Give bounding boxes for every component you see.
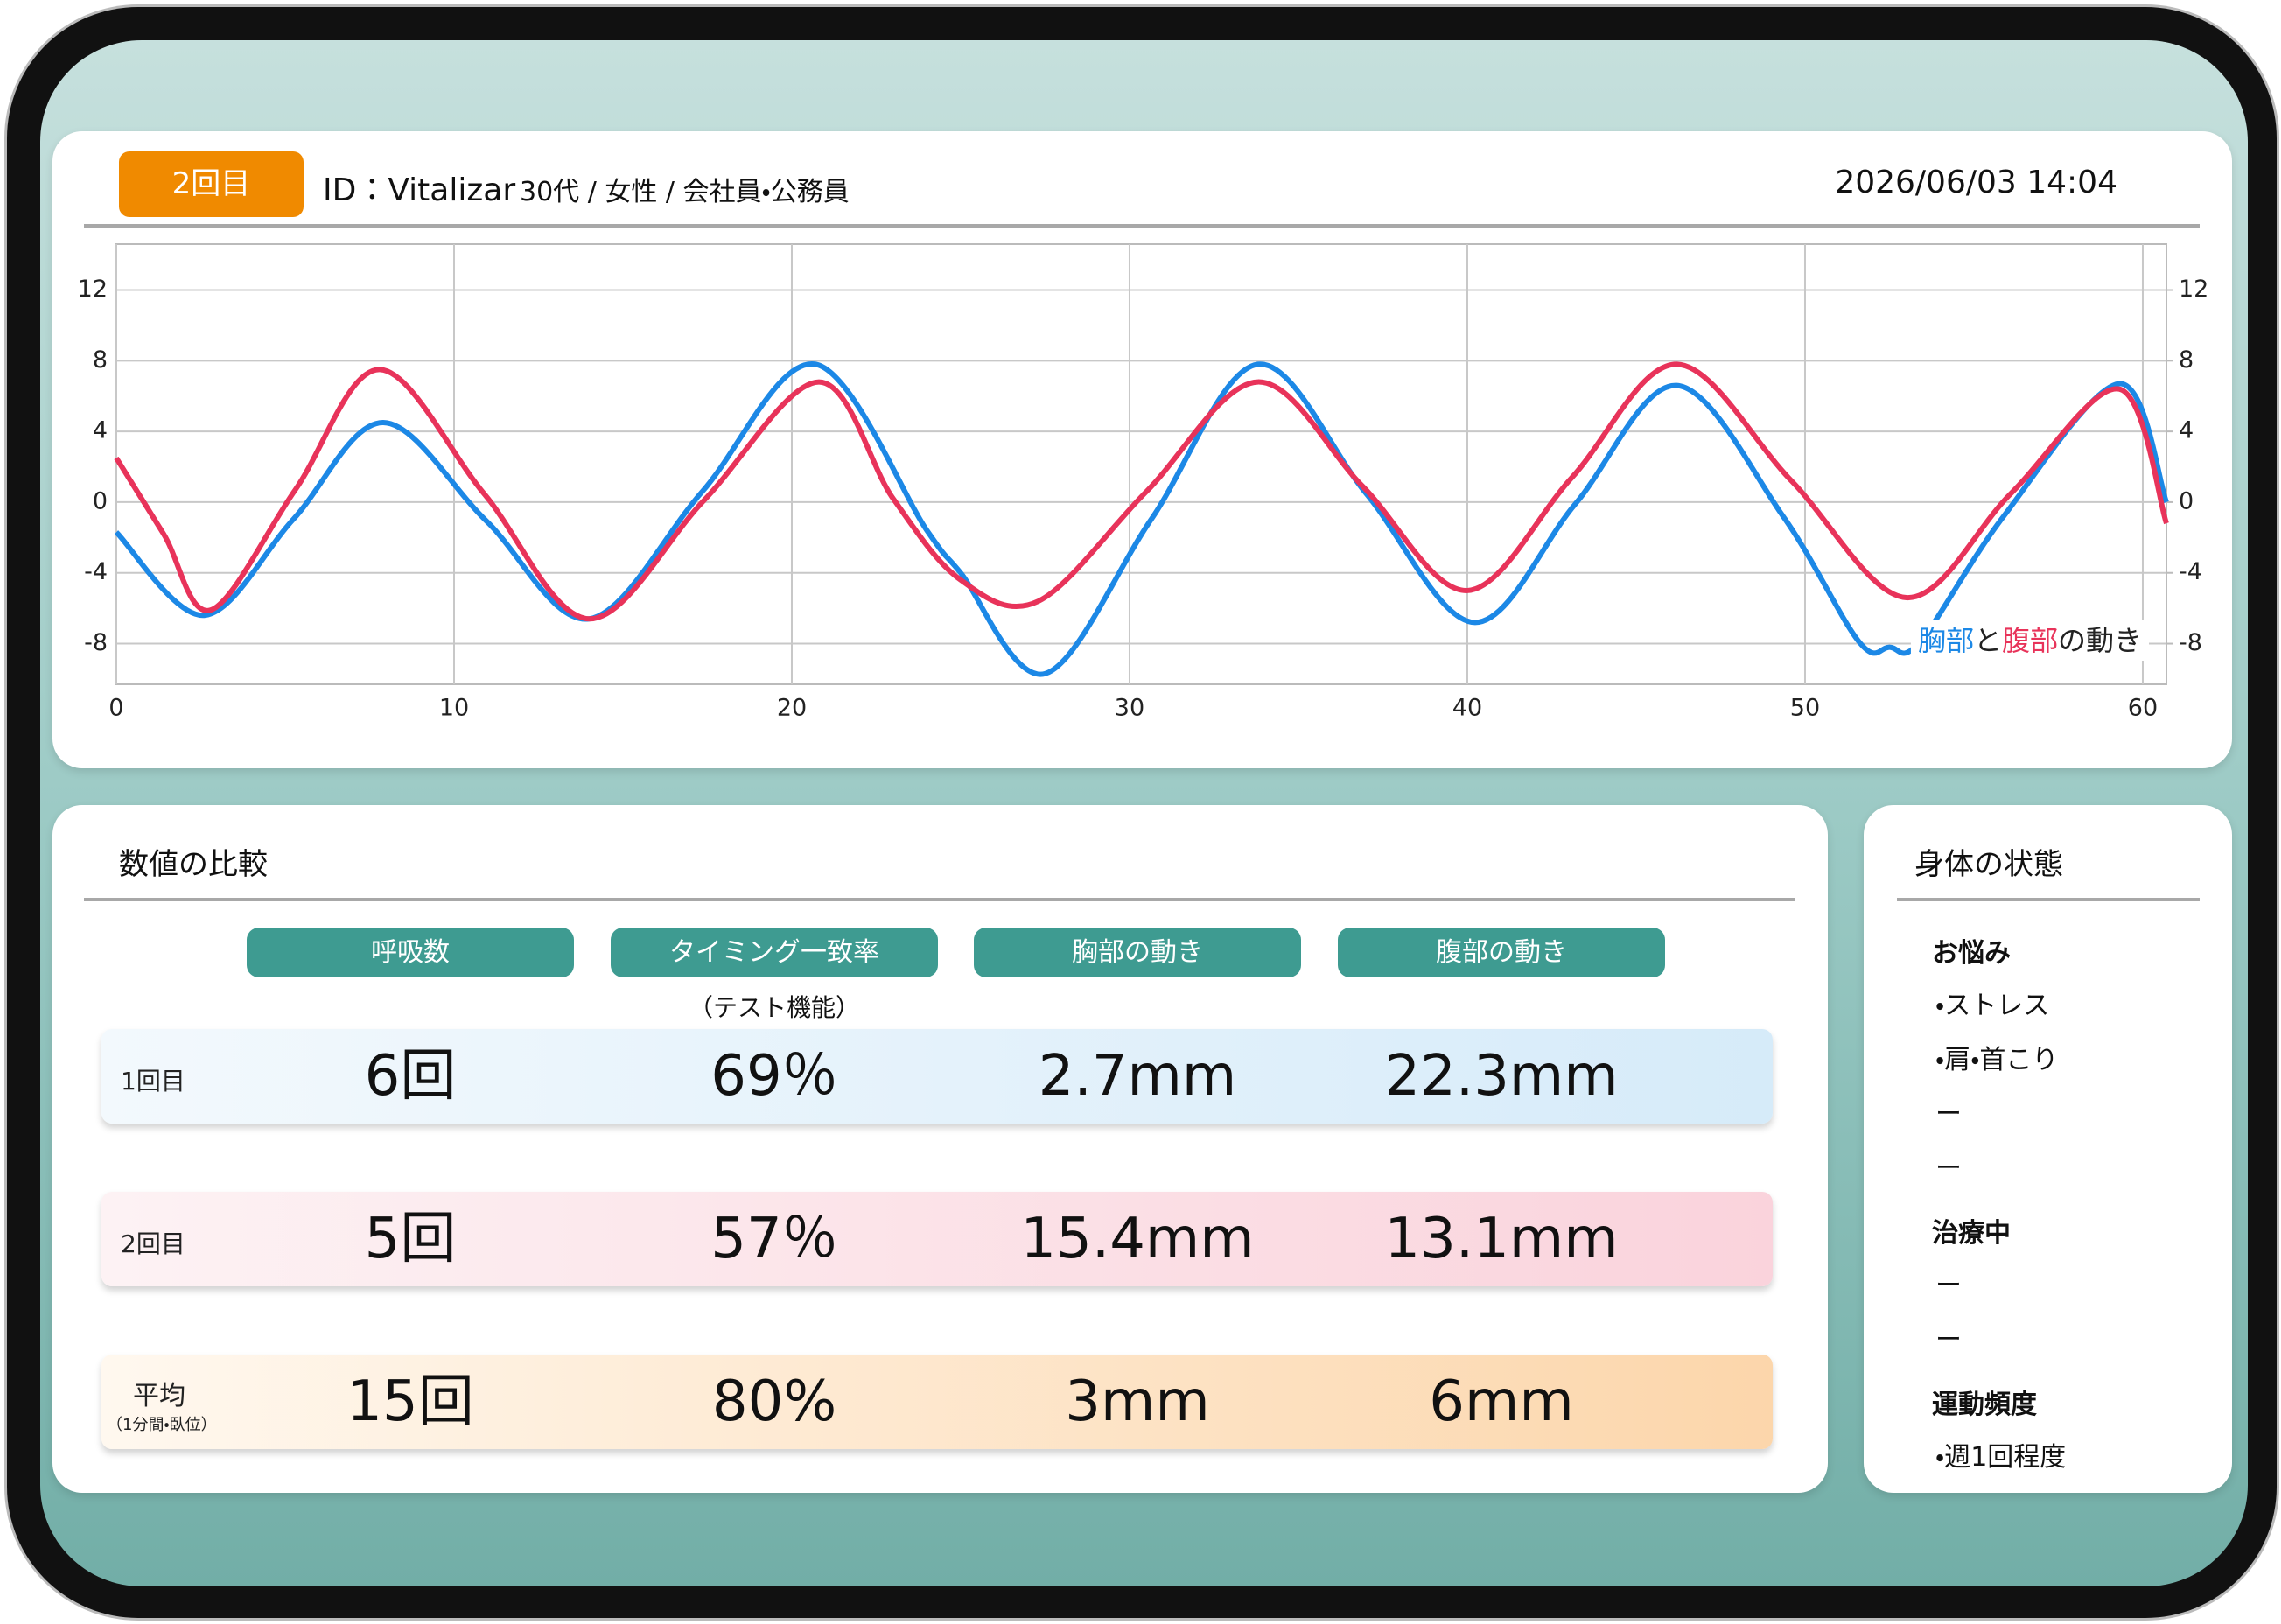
data-row: 2回目 5回 57％ 15.4mm 13.1mm <box>101 1192 1773 1286</box>
status-item: ・ストレス <box>1935 990 2050 1021</box>
x-tick-label: 30 <box>1115 695 1144 722</box>
column-header: 呼吸数 <box>247 928 574 977</box>
y-tick-label: 4 <box>93 417 108 444</box>
y2-tick-label: 4 <box>2179 417 2194 444</box>
row-value: 3mm <box>1065 1369 1210 1434</box>
row-label: 1回目 <box>121 1067 185 1096</box>
column-header: タイミング一致率 <box>611 928 938 977</box>
row-value: 57％ <box>710 1207 838 1271</box>
user-profile: 30代 / 女性 / 会社員・公務員 <box>520 177 850 207</box>
legend-box <box>1910 620 2149 661</box>
datetime: 2026/06/03 14:04 <box>1835 164 2117 200</box>
status-heading: お悩み <box>1932 938 2011 969</box>
user-id: ID：Vitalizar <box>323 172 516 208</box>
x-tick-label: 10 <box>439 695 469 722</box>
y-tick-label: -4 <box>84 558 108 585</box>
row-value: 69％ <box>710 1044 838 1109</box>
divider <box>1897 898 2200 901</box>
row-value: 2.7mm <box>1038 1044 1237 1109</box>
x-tick-label: 60 <box>2128 695 2158 722</box>
row-value: 6mm <box>1429 1369 1574 1434</box>
status-item: ー <box>1935 1325 1962 1355</box>
column-note: （テスト機能） <box>688 993 860 1022</box>
y2-tick-label: 12 <box>2179 276 2208 303</box>
y-tick-label: 0 <box>93 487 108 514</box>
row-label: 平均 <box>133 1381 185 1411</box>
divider <box>84 224 2200 228</box>
row-value: 80% <box>711 1369 837 1434</box>
status-card <box>1864 805 2232 1493</box>
legend-text: の動き <box>2058 624 2142 657</box>
y2-tick-label: 0 <box>2179 487 2194 514</box>
status-heading: 運動頻度 <box>1932 1390 2037 1420</box>
status-item: ー <box>1935 1153 1962 1184</box>
divider <box>84 898 1795 901</box>
status-item: ー <box>1935 1270 1962 1301</box>
status-item: ・肩・首こり <box>1935 1045 2059 1075</box>
row-value: 15.4mm <box>1020 1207 1255 1271</box>
status-item: ・週1回程度 <box>1935 1442 2067 1473</box>
series-line <box>114 361 2169 677</box>
y-tick-label: 12 <box>78 276 108 303</box>
status-heading: 治療中 <box>1932 1218 2011 1249</box>
row-sublabel: （1分間・臥位） <box>107 1416 217 1434</box>
legend: 胸部と腹部の動き <box>1918 624 2142 657</box>
y-tick-label: -8 <box>84 629 108 656</box>
y2-tick-label: -4 <box>2179 558 2202 585</box>
plot-frame <box>115 243 2167 685</box>
legend-text: と <box>1974 624 2002 657</box>
y2-tick-label: -8 <box>2179 629 2202 656</box>
x-tick-label: 20 <box>777 695 807 722</box>
row-value: 5回 <box>364 1207 457 1271</box>
column-header: 腹部の動き <box>1338 928 1665 977</box>
legend-text: 胸部 <box>1918 624 1974 657</box>
comparison-title: 数値の比較 <box>119 847 268 882</box>
row-value: 22.3mm <box>1384 1044 1619 1109</box>
row-value: 15回 <box>346 1369 474 1434</box>
status-title: 身体の状態 <box>1914 847 2063 882</box>
data-row: 1回目 6回 69％ 2.7mm 22.3mm <box>101 1029 1773 1124</box>
legend-text: 腹部 <box>2002 624 2058 657</box>
x-tick-label: 0 <box>108 695 123 722</box>
row-value: 6回 <box>364 1044 457 1109</box>
session-badge[interactable]: 2回目 <box>119 151 304 217</box>
row-value: 13.1mm <box>1384 1207 1619 1271</box>
series-line <box>114 361 2169 622</box>
y2-tick-label: 8 <box>2179 346 2194 374</box>
x-tick-label: 40 <box>1452 695 1482 722</box>
column-header: 胸部の動き <box>974 928 1301 977</box>
y-tick-label: 8 <box>93 346 108 374</box>
status-item: ー <box>1935 1099 1962 1130</box>
x-tick-label: 50 <box>1790 695 1820 722</box>
data-row: 平均 （1分間・臥位） 15回 80% 3mm 6mm <box>101 1354 1773 1449</box>
chart-card <box>52 131 2232 768</box>
row-label: 2回目 <box>121 1229 185 1258</box>
